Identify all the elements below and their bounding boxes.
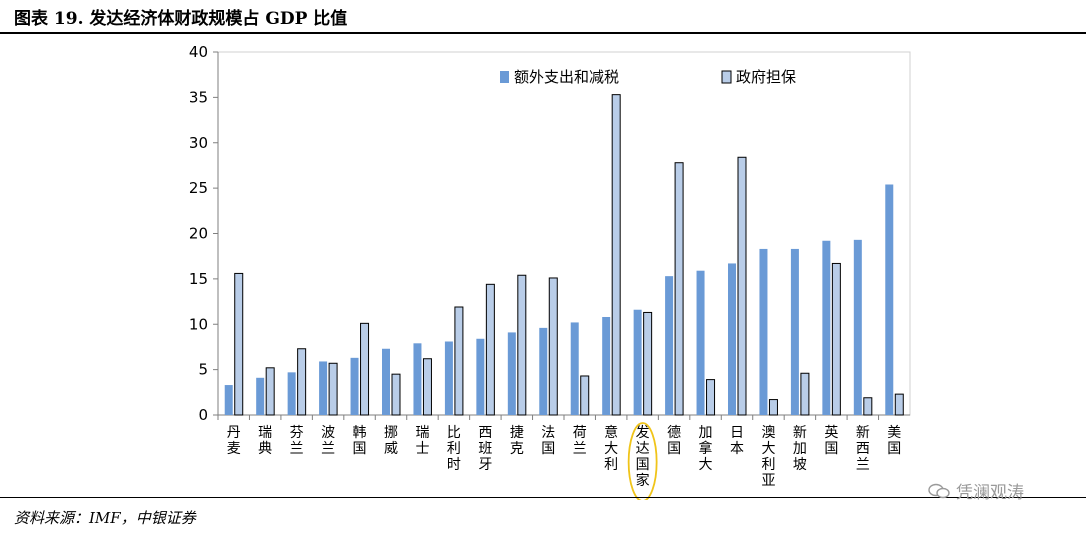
x-tick-label: 捷克 (510, 425, 524, 457)
bar-extra-spending (822, 240, 831, 415)
bar-extra-spending (319, 361, 328, 415)
bar-extra-spending (382, 348, 390, 415)
bars (224, 94, 904, 416)
bar-extra-spending (885, 184, 894, 415)
x-tick-label: 英国 (824, 424, 838, 457)
bar-government-guarantee (454, 306, 464, 416)
plot-area (217, 51, 911, 416)
y-tick-label: 5 (198, 361, 208, 379)
legend-label: 政府担保 (736, 68, 796, 86)
x-tick-label: 西班牙 (478, 425, 492, 473)
bottom-rule (0, 497, 1086, 498)
bar-government-guarantee (360, 322, 370, 416)
x-tick-label: 发达国家 (636, 425, 650, 489)
top-rule (0, 32, 1086, 34)
legend-swatch (500, 71, 509, 83)
bar-government-guarantee (422, 358, 432, 416)
bar-extra-spending (570, 322, 579, 415)
y-tick-label: 40 (189, 43, 208, 61)
y-tick-label: 20 (189, 225, 208, 243)
bar-extra-spending (633, 309, 642, 415)
bar-extra-spending (602, 316, 611, 415)
bar-extra-spending (476, 338, 485, 415)
bar-extra-spending (287, 372, 296, 415)
bar-government-guarantee (517, 274, 527, 416)
x-tick-label: 新加坡 (793, 425, 807, 473)
bar-government-guarantee (611, 94, 621, 416)
y-tick-label: 0 (198, 406, 208, 424)
bar-government-guarantee (234, 272, 244, 416)
bar-government-guarantee (894, 393, 904, 416)
bar-government-guarantee (737, 156, 747, 416)
figure-title: 图表 19. 发达经济体财政规模占 GDP 比值 (14, 9, 348, 29)
bar-extra-spending (224, 385, 233, 415)
x-tick-label: 荷兰 (573, 425, 587, 457)
bar-government-guarantee (485, 283, 495, 416)
bar-extra-spending (790, 248, 799, 415)
bar-government-guarantee (297, 348, 307, 416)
x-tick-label: 丹麦 (227, 425, 241, 457)
bar-extra-spending (413, 343, 422, 415)
legend-swatch (721, 70, 732, 84)
bar-government-guarantee (580, 375, 590, 416)
bar-extra-spending (853, 239, 862, 415)
y-tick-label: 30 (189, 134, 208, 152)
x-tick-label: 德国 (667, 425, 681, 457)
bar-government-guarantee (643, 311, 653, 416)
legend: 额外支出和减税 政府担保 (500, 68, 796, 86)
bar-government-guarantee (391, 373, 401, 416)
bar-government-guarantee (831, 262, 841, 416)
x-tick-label: 波兰 (321, 425, 335, 457)
bar-government-guarantee (768, 399, 778, 416)
bar-extra-spending (350, 357, 359, 415)
bar-government-guarantee (265, 367, 275, 416)
bar-extra-spending (507, 332, 516, 415)
legend-label: 额外支出和减税 (514, 68, 619, 86)
bar-extra-spending (759, 248, 768, 415)
x-tick-label: 澳大利亚 (761, 425, 775, 489)
bar-government-guarantee (863, 397, 873, 416)
bar-government-guarantee (706, 379, 716, 416)
x-tick-label: 挪威 (384, 425, 398, 457)
x-tick-label: 芬兰 (290, 425, 304, 457)
bar-government-guarantee (548, 277, 558, 416)
x-tick-label: 法国 (541, 425, 555, 457)
x-tick-label: 加拿大 (699, 425, 713, 473)
bar-extra-spending (256, 377, 265, 415)
y-tick-label: 10 (189, 315, 208, 333)
x-tick-label: 瑞士 (415, 425, 429, 457)
bar-extra-spending (444, 341, 453, 415)
bar-government-guarantee (800, 372, 810, 416)
wechat-icon (928, 483, 950, 498)
y-tick-label: 15 (189, 270, 208, 288)
x-tick-label: 意大利 (604, 424, 618, 473)
y-tick-label: 35 (189, 88, 208, 106)
watermark-text: 凭澜观涛 (956, 483, 1024, 503)
bar-extra-spending (539, 327, 548, 415)
x-tick-label: 韩国 (353, 425, 367, 457)
x-tick-label: 美国 (887, 425, 901, 457)
x-tick-label: 比利时 (447, 425, 461, 473)
watermark: 凭澜观涛 (928, 478, 1024, 503)
highlight-ellipse (627, 422, 658, 500)
bar-government-guarantee (328, 362, 338, 416)
x-tick-label: 日本 (730, 425, 744, 457)
source-note: 资料来源：IMF，中银证券 (14, 509, 196, 527)
plot-border (217, 51, 911, 416)
bar-government-guarantee (674, 162, 684, 416)
x-tick-label: 瑞典 (258, 425, 272, 457)
bar-extra-spending (665, 276, 674, 415)
x-tick-label: 新西兰 (856, 425, 870, 473)
y-tick-label: 25 (189, 179, 208, 197)
bar-extra-spending (696, 270, 705, 415)
bar-extra-spending (728, 263, 736, 415)
